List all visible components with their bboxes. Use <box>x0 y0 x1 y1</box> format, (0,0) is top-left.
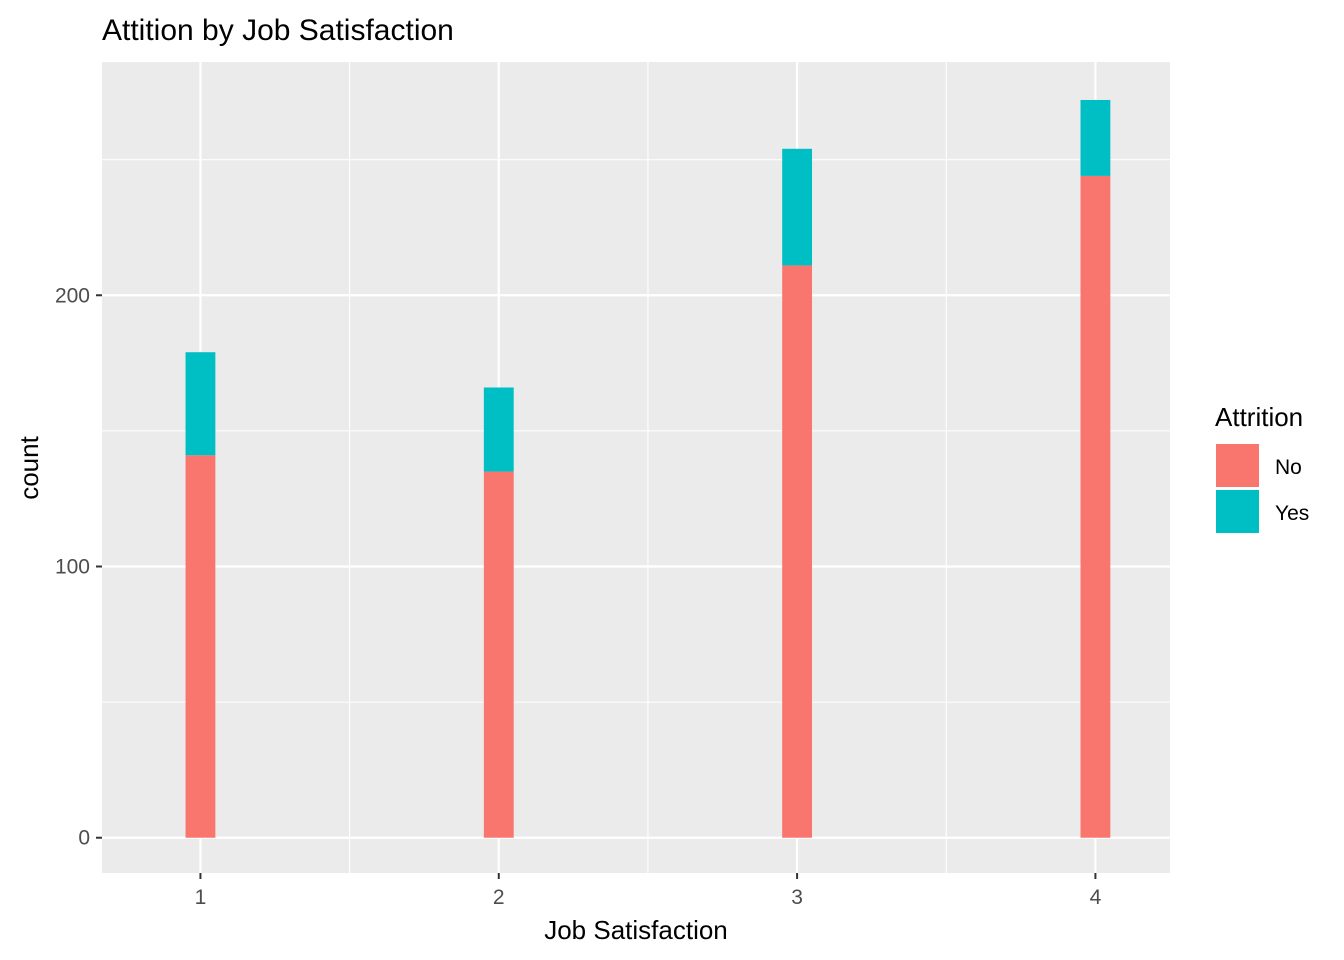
y-tick-label: 100 <box>55 556 90 579</box>
x-axis-title: Job Satisfaction <box>544 915 728 945</box>
bar-no-1 <box>185 455 216 838</box>
x-axis: 1 2 3 4 <box>195 873 1102 909</box>
legend-label-yes: Yes <box>1275 502 1309 525</box>
legend-items: No Yes <box>1216 444 1309 533</box>
bar-yes-3 <box>782 148 813 266</box>
legend-title: Attrition <box>1215 402 1303 432</box>
chart-title: Attition by Job Satisfaction <box>102 14 454 47</box>
bar-no-4 <box>1080 175 1111 838</box>
y-tick-label: 0 <box>78 827 90 850</box>
x-tick-label: 3 <box>791 886 803 909</box>
x-tick-label: 4 <box>1090 886 1102 909</box>
x-tick-label: 1 <box>195 886 207 909</box>
bar-yes-4 <box>1080 99 1111 176</box>
grid-minor <box>102 62 1170 873</box>
x-tick-label: 2 <box>493 886 505 909</box>
y-tick-label: 200 <box>55 284 90 307</box>
y-axis-title: count <box>14 435 44 499</box>
bar-yes-1 <box>185 352 216 456</box>
y-axis: 0 100 200 <box>55 284 102 850</box>
bar-no-3 <box>782 265 813 838</box>
bar-yes-2 <box>483 387 514 472</box>
legend-key-no <box>1216 444 1259 487</box>
legend: Attrition No Yes <box>1215 402 1309 533</box>
bar-no-2 <box>483 471 514 838</box>
bars <box>185 99 1111 838</box>
plot-panel <box>102 62 1170 873</box>
legend-label-no: No <box>1275 456 1302 479</box>
legend-key-yes <box>1216 490 1259 533</box>
